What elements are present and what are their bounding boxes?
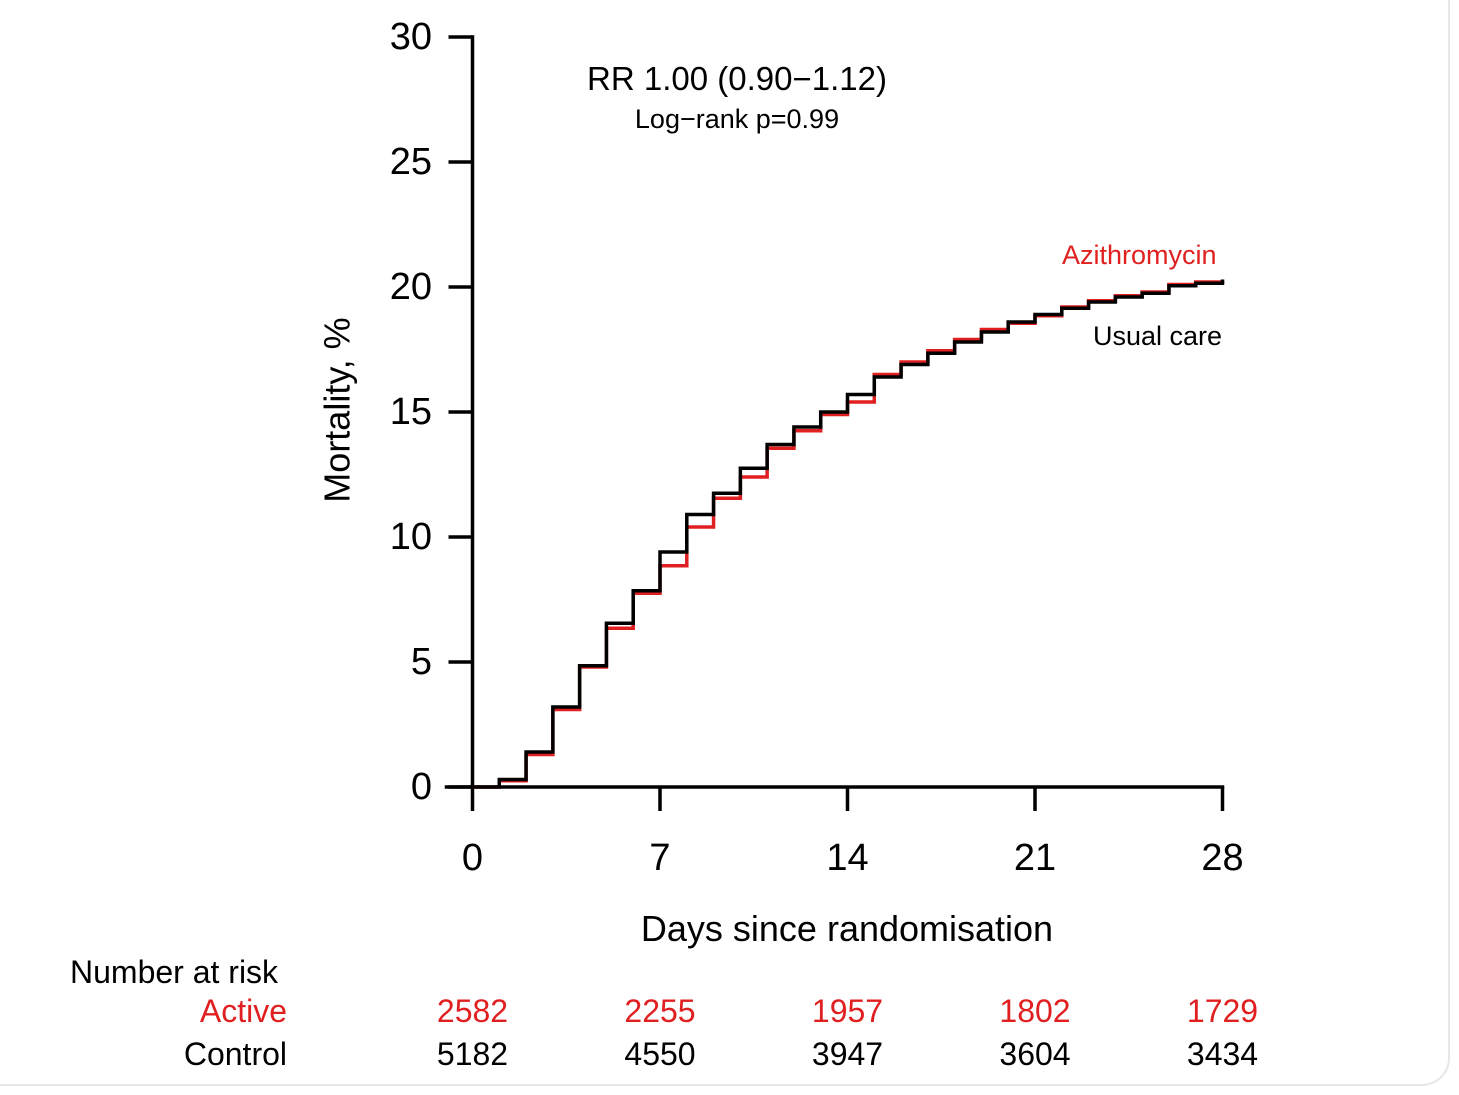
- x-tick-label: 14: [826, 837, 869, 879]
- y-tick-label: 30: [389, 16, 432, 58]
- y-tick-label: 10: [389, 516, 432, 558]
- series-curve-usual-care: [472, 279, 1225, 789]
- risk-value: 1729: [1186, 993, 1259, 1029]
- legend-azithromycin: Azithromycin: [1062, 240, 1217, 270]
- risk-row-label-control: Control: [183, 1036, 287, 1072]
- risk-row-label-active: Active: [199, 993, 287, 1029]
- risk-table-header: Number at risk: [70, 954, 279, 990]
- y-tick-label: 25: [389, 141, 432, 183]
- x-tick-label: 28: [1201, 837, 1244, 879]
- risk-value: 5182: [436, 1036, 509, 1072]
- y-tick-label: 0: [410, 766, 432, 808]
- risk-value: 3947: [811, 1036, 884, 1072]
- rr-annotation: RR 1.00 (0.90−1.12): [587, 60, 887, 97]
- y-tick-label: 20: [389, 266, 432, 308]
- y-tick-label: 5: [410, 641, 432, 683]
- legend-usual-care: Usual care: [1093, 321, 1223, 351]
- risk-value: 2582: [436, 993, 509, 1029]
- risk-value: 3604: [999, 1036, 1071, 1072]
- risk-value: 2255: [624, 993, 696, 1029]
- risk-value: 4550: [624, 1036, 696, 1072]
- logrank-annotation: Log−rank p=0.99: [634, 104, 840, 134]
- x-tick-label: 21: [1013, 837, 1057, 879]
- risk-value: 1957: [811, 993, 884, 1029]
- series-curve-azithromycin: [472, 280, 1225, 789]
- risk-value: 3434: [1186, 1036, 1259, 1072]
- x-axis-title: Days since randomisation: [640, 908, 1054, 949]
- risk-value: 1802: [999, 993, 1071, 1029]
- x-tick-label: 0: [461, 837, 484, 879]
- y-tick-label: 15: [389, 391, 432, 433]
- x-tick-label: 7: [649, 837, 671, 879]
